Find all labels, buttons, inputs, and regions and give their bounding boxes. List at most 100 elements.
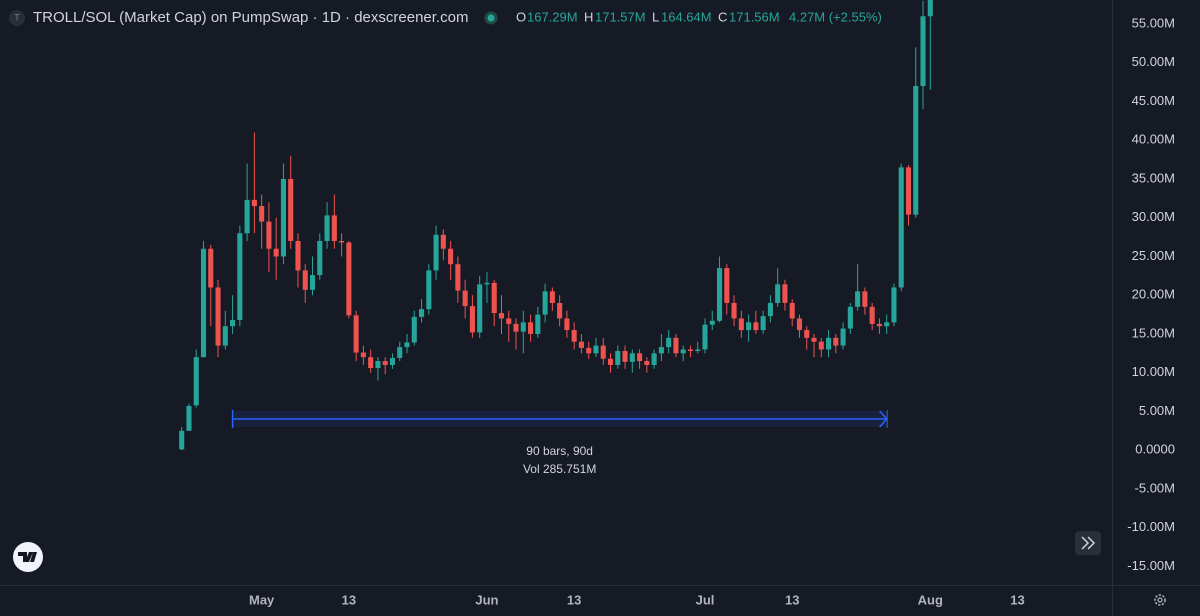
candle-body — [578, 341, 584, 348]
legend-label: H — [584, 9, 593, 24]
measure-label: 90 bars, 90d — [526, 444, 593, 458]
candle-body — [339, 240, 345, 243]
candle-body — [506, 318, 512, 324]
candle-body — [411, 316, 417, 343]
candle-body — [927, 0, 933, 17]
candle-body — [862, 291, 868, 307]
x-tick-label: 13 — [785, 592, 799, 607]
settings-button[interactable] — [1154, 594, 1166, 606]
candle-body — [920, 16, 926, 87]
candle-body — [615, 351, 621, 365]
candle-body — [724, 268, 730, 303]
candle-body — [193, 357, 199, 406]
candle-body — [288, 178, 294, 241]
y-tick-label: -10.00M — [1127, 519, 1175, 534]
candle-body — [884, 322, 890, 327]
candle-body — [702, 324, 708, 350]
y-tick-label: 40.00M — [1132, 132, 1175, 147]
candle-body — [484, 282, 490, 285]
candle-body — [259, 206, 265, 222]
candle-body — [309, 275, 316, 290]
candle-body — [586, 347, 592, 354]
legend-value: 164.64M — [661, 9, 712, 24]
candle-body — [433, 234, 439, 271]
candle-body — [680, 349, 686, 354]
candle-body — [353, 315, 359, 353]
candle-body — [179, 430, 185, 450]
y-tick-label: -15.00M — [1127, 558, 1175, 573]
x-tick-label: 13 — [342, 592, 356, 607]
candle-body — [767, 302, 773, 317]
chart-title: TROLL/SOL (Market Cap) on PumpSwap · 1D … — [33, 9, 468, 26]
tradingview-logo — [13, 542, 43, 572]
candle-body — [375, 361, 381, 369]
candle-body — [716, 268, 723, 321]
legend-label: C — [718, 9, 727, 24]
legend-label: L — [652, 9, 659, 24]
legend-value: 167.29M — [527, 9, 578, 24]
candle-body — [593, 345, 599, 354]
scroll-button[interactable] — [1075, 531, 1101, 555]
candle-body — [244, 199, 250, 234]
candle-body — [709, 320, 715, 325]
candle-body — [251, 199, 257, 207]
candle-body — [869, 306, 875, 324]
candle-body — [644, 361, 650, 365]
candle-body — [789, 302, 795, 319]
candle-body — [368, 357, 374, 369]
legend-value: 171.57M — [595, 9, 646, 24]
y-tick-label: 30.00M — [1132, 209, 1175, 224]
candle-body — [324, 215, 330, 241]
candle-body — [687, 349, 694, 351]
y-tick-label: 0.0000 — [1135, 442, 1175, 457]
candle-body — [215, 287, 221, 346]
x-tick-label: 13 — [1010, 592, 1024, 607]
legend-value: 171.56M — [729, 9, 780, 24]
status-dot — [484, 11, 498, 25]
candle-body — [208, 248, 214, 288]
candle-body — [455, 264, 461, 291]
candle-body — [782, 284, 788, 303]
candle-body — [498, 313, 505, 319]
candle-body — [295, 240, 301, 271]
candle-body — [818, 341, 824, 350]
candle-body — [622, 351, 628, 362]
candle-body — [905, 167, 912, 215]
y-tick-label: 45.00M — [1132, 93, 1175, 108]
candle-body — [469, 306, 475, 333]
y-tick-label: 55.00M — [1132, 15, 1175, 30]
candle-body — [738, 318, 744, 331]
candle-body — [520, 322, 526, 332]
legend-label: O — [516, 9, 526, 24]
candle-body — [898, 167, 904, 288]
measure-volume: Vol 285.751M — [523, 462, 596, 476]
candle-body — [462, 290, 468, 307]
y-tick-label: 35.00M — [1132, 170, 1175, 185]
candle-body — [840, 328, 846, 346]
candle-body — [833, 337, 839, 346]
candle-body — [637, 353, 643, 362]
candles — [179, 0, 933, 451]
candle-body — [804, 330, 810, 338]
candle-body — [746, 322, 752, 331]
x-tick-label: 13 — [567, 592, 581, 607]
y-tick-label: 15.00M — [1132, 325, 1175, 340]
candle-body — [658, 347, 664, 354]
candle-body — [222, 326, 228, 346]
measure-tool: 90 bars, 90d Vol 285.751M — [231, 410, 888, 476]
candle-body — [513, 323, 519, 332]
candle-body — [666, 337, 672, 348]
candle-body — [317, 240, 323, 276]
candle-body — [557, 302, 563, 319]
symbol-icon: T — [9, 10, 25, 26]
candle-body — [607, 358, 614, 365]
candle-body — [564, 318, 570, 331]
candle-body — [397, 347, 403, 358]
y-tick-label: 25.00M — [1132, 248, 1175, 263]
candle-body — [186, 406, 192, 431]
y-tick-label: 50.00M — [1132, 54, 1175, 69]
candle-body — [673, 337, 679, 354]
